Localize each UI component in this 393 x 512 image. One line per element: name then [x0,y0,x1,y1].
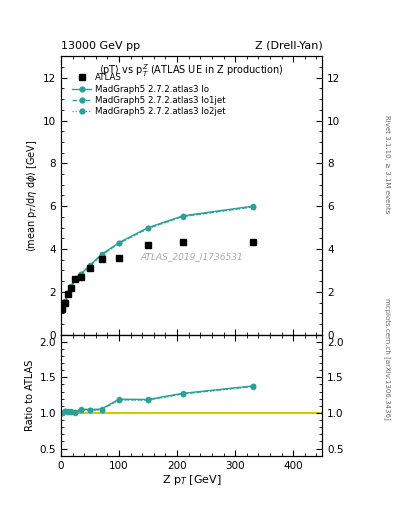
Y-axis label: Ratio to ATLAS: Ratio to ATLAS [25,359,35,431]
Text: 13000 GeV pp: 13000 GeV pp [61,41,140,51]
X-axis label: Z p$_T$ [GeV]: Z p$_T$ [GeV] [162,473,222,487]
Text: Z (Drell-Yan): Z (Drell-Yan) [255,41,322,51]
Legend: ATLAS, MadGraph5 2.7.2.atlas3 lo, MadGraph5 2.7.2.atlas3 lo1jet, MadGraph5 2.7.2: ATLAS, MadGraph5 2.7.2.atlas3 lo, MadGra… [70,72,228,118]
Text: $\langle$pT$\rangle$ vs p$_T^Z$ (ATLAS UE in Z production): $\langle$pT$\rangle$ vs p$_T^Z$ (ATLAS U… [99,62,284,79]
Y-axis label: $\langle$mean p$_T$/d$\eta$ d$\phi\rangle$ [GeV]: $\langle$mean p$_T$/d$\eta$ d$\phi\rangl… [25,139,39,252]
Text: Rivet 3.1.10, ≥ 3.1M events: Rivet 3.1.10, ≥ 3.1M events [384,115,390,213]
Text: mcplots.cern.ch [arXiv:1306.3436]: mcplots.cern.ch [arXiv:1306.3436] [384,297,391,419]
Text: ATLAS_2019_I1736531: ATLAS_2019_I1736531 [140,252,243,261]
